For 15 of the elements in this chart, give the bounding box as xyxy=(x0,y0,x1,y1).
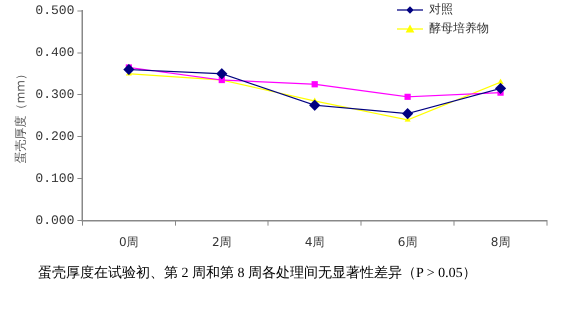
text: 蛋壳厚度在试验初、第 2 周和第 8 周各处理间无显著性差异（P > 0.05） xyxy=(37,264,478,283)
y-tick-label: 0.300 xyxy=(35,87,74,102)
y-tick-label: 0.100 xyxy=(35,171,74,186)
x-tick-label: 6周 xyxy=(398,234,418,249)
legend-label: 对照 xyxy=(429,1,453,18)
x-tick-label: 0周 xyxy=(119,234,139,249)
y-tick-label: 0.200 xyxy=(35,129,74,144)
y-tick-label: 0.400 xyxy=(35,45,74,60)
x-tick-label: 8周 xyxy=(490,234,510,249)
x-tick-label: 4周 xyxy=(304,234,325,249)
y-axis-title: 蛋壳厚度（mm） xyxy=(13,68,28,164)
legend-label: 酵母培养物 xyxy=(429,20,489,37)
x-tick-label: 2周 xyxy=(212,234,232,249)
y-tick-label: 0.500 xyxy=(35,3,74,18)
y-tick-label: 0.000 xyxy=(35,213,74,228)
